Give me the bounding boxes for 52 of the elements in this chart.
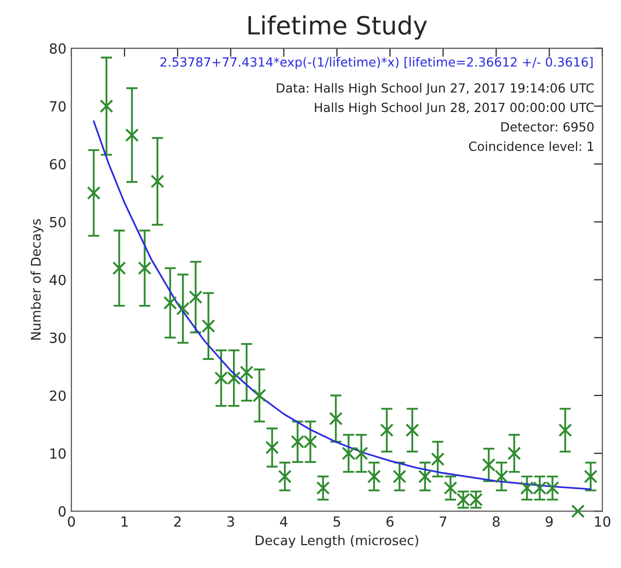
point [584,470,598,484]
x-tick-label: 2 [174,516,181,527]
text: 2.53787+77.4314*exp(-(1/lifetime)*x) [lifetime=2.36612 +/- 0.3616] [160,57,593,70]
point [558,423,572,437]
annotation: Detector: 6950 [501,122,594,132]
y-tick-label: 70 [50,101,66,112]
y-tick-label: 40 [50,274,66,286]
annotation: Coincidence level: 1 [469,141,594,152]
point [278,470,292,484]
x-tick-label: 1 [122,516,128,527]
point [418,470,432,484]
annotation: Data: Halls High School Jun 27, 2017 19:14:06 UTC [276,83,594,96]
annotation: Halls High School Jun 28, 2017 00:00:00 UTC [314,102,594,115]
point [571,504,585,518]
y-tick-label: 10 [50,448,66,459]
point [406,423,420,437]
x-tick-label: 0 [68,516,75,527]
x-tick-label: 6 [386,516,394,527]
point [240,366,254,380]
point [316,481,330,495]
point [86,186,100,200]
y-tick-label: 80 [50,43,66,54]
y-tick-label: 0 [58,506,66,517]
y-tick-label: 50 [50,216,66,228]
x-tick-label: 8 [492,516,500,527]
x-tick-label: 9 [546,516,553,527]
x-tick-label: 7 [440,516,446,527]
y-tick-label: 30 [50,332,66,344]
x-tick-label: 5 [334,516,340,527]
y-axis-title: Number of Decays [30,219,44,340]
point [482,458,496,472]
point [150,174,164,188]
point [112,261,126,275]
y-tick-label: 60 [50,158,66,170]
point [380,423,394,437]
chart-title: Lifetime Study [248,15,427,40]
x-axis-title: Decay Length (microsec) [256,535,418,548]
x-tick-label: 4 [280,516,288,527]
point [163,296,177,310]
point [125,128,139,142]
point [176,302,190,316]
point [367,470,381,484]
x-tick-label: 3 [227,516,234,527]
point [392,470,406,484]
line-series [92,120,592,490]
x-tick-label: 10 [595,516,610,527]
point [138,261,152,275]
point [188,290,202,304]
point [329,412,343,426]
y-tick-label: 20 [50,390,66,401]
point [100,99,114,113]
point [265,440,279,454]
